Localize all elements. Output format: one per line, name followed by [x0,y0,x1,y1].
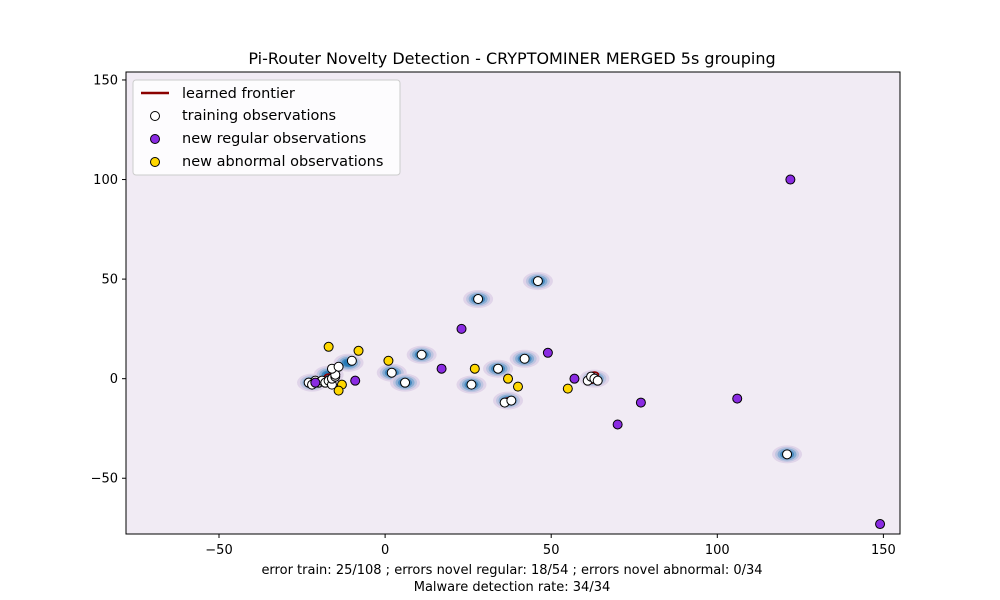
abnormal-point [503,373,514,384]
training-point [473,294,484,305]
plot-frame [125,71,901,535]
abnormal-point [512,381,523,392]
chart-title: Pi-Router Novelty Detection - CRYPTOMINE… [248,49,775,68]
caption-errors: error train: 25/108 ; errors novel regul… [261,563,762,578]
x-tick-label: −50 [205,543,232,558]
legend-training-swatch [150,111,160,121]
regular-point [436,363,447,374]
training-point [400,377,411,388]
legend-regular-swatch [150,134,160,144]
training-point [782,449,793,460]
training-point [386,367,397,378]
legend-label-regular: new regular observations [182,131,366,147]
abnormal-point [323,341,334,352]
abnormal-point [562,383,573,394]
legend-abnormal-swatch [150,157,160,167]
x-tick-label: 150 [871,543,896,558]
regular-point [785,174,796,185]
y-axis-ticks: −50 0 50 100 150 [91,73,126,487]
x-tick-label: 100 [705,543,730,558]
training-point [493,363,504,374]
training-point [346,355,357,366]
training-point [592,375,603,386]
y-tick-label: 0 [110,372,118,387]
legend-label-training: training observations [182,108,336,124]
regular-point [350,375,361,386]
regular-point [542,347,553,358]
regular-point [732,393,743,404]
training-point [333,361,344,372]
training-point [466,379,477,390]
legend: learned frontier training observations n… [132,79,401,176]
abnormal-point [353,345,364,356]
regular-point [310,377,321,388]
legend-label-frontier: learned frontier [182,86,295,102]
y-tick-label: 100 [93,173,118,188]
observation-points [303,174,886,530]
regular-point [569,373,580,384]
y-tick-label: 150 [93,73,118,88]
x-axis-ticks: −50 0 50 100 150 [205,534,896,558]
abnormal-point [469,363,480,374]
abnormal-point [383,355,394,366]
legend-box [132,79,401,176]
y-tick-label: 50 [101,273,118,288]
y-tick-label: −50 [91,472,118,487]
training-point [519,353,530,364]
caption-detection-rate: Malware detection rate: 34/34 [414,580,611,595]
training-point [416,349,427,360]
regular-point [612,419,623,430]
training-point [532,276,543,287]
legend-label-abnormal: new abnormal observations [182,154,383,170]
regular-point [635,397,646,408]
regular-point [456,323,467,334]
x-tick-label: 0 [381,543,389,558]
regular-point [875,519,886,530]
training-point [506,395,517,406]
x-tick-label: 50 [543,543,560,558]
abnormal-point [333,385,344,396]
